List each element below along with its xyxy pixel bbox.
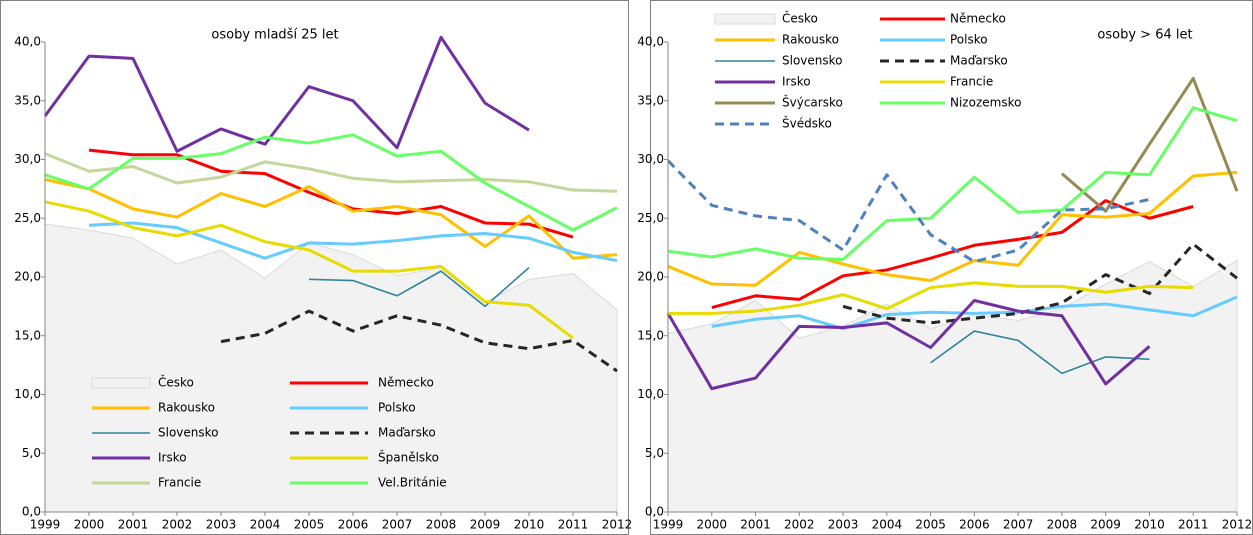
- line: [88, 148, 574, 239]
- legend-label: Polsko: [378, 401, 416, 415]
- y-tick-label: 30,0: [14, 152, 41, 166]
- line: [43, 35, 530, 153]
- x-tick-label: 2011: [558, 518, 589, 532]
- x-tick-label: 2005: [294, 518, 325, 532]
- chart-title: osoby mladší 25 let: [211, 28, 338, 43]
- y-tick-label: 10,0: [637, 387, 664, 401]
- legend-label: Maďarsko: [378, 426, 436, 440]
- area: [44, 223, 618, 513]
- legend-label: Slovensko: [158, 426, 219, 440]
- legend-label: Španělsko: [378, 450, 439, 465]
- x-tick-label: 2000: [74, 518, 105, 532]
- line: [88, 221, 618, 263]
- line: [44, 200, 574, 340]
- legend-label: Rakousko: [158, 401, 215, 415]
- x-tick-label: 2008: [426, 518, 457, 532]
- x-tick-label: 2003: [206, 518, 237, 532]
- x-tick-label: 2009: [1090, 518, 1121, 532]
- legend-label: Nizozemsko: [950, 96, 1021, 110]
- y-tick-label: 25,0: [14, 211, 41, 225]
- line: [44, 178, 618, 260]
- x-tick-label: 2006: [338, 518, 369, 532]
- legend-label: Švýcarsko: [782, 95, 843, 110]
- y-tick-label: 30,0: [637, 152, 664, 166]
- x-tick-label: 2007: [382, 518, 413, 532]
- chart-title: osoby > 64 let: [1097, 28, 1192, 43]
- legend-label: Polsko: [950, 33, 988, 47]
- x-tick-label: 2001: [118, 518, 149, 532]
- legend-swatch: [714, 13, 776, 25]
- y-tick-label: 15,0: [14, 328, 41, 342]
- y-tick-label: 5,0: [645, 446, 664, 460]
- x-tick-label: 2004: [872, 518, 903, 532]
- y-tick-label: 15,0: [637, 328, 664, 342]
- y-tick-label: 5,0: [22, 446, 41, 460]
- x-tick-label: 2012: [602, 518, 633, 532]
- y-tick-label: 0,0: [22, 505, 41, 519]
- line: [930, 330, 1150, 375]
- legend-label: Německo: [950, 12, 1006, 26]
- line: [667, 106, 1238, 261]
- legend-label: Francie: [158, 476, 201, 490]
- x-tick-label: 2009: [470, 518, 501, 532]
- line: [666, 159, 1150, 264]
- legend-label: Rakousko: [782, 33, 839, 47]
- legend-label: Vel.Británie: [378, 476, 447, 490]
- line: [711, 295, 1238, 331]
- legend-label: Irsko: [782, 75, 811, 89]
- legend-label: Slovensko: [782, 54, 843, 68]
- line: [667, 170, 1238, 287]
- line: [44, 152, 618, 193]
- x-tick-label: 2012: [1222, 518, 1253, 532]
- y-tick-label: 10,0: [14, 387, 41, 401]
- legend-label: Francie: [950, 75, 993, 89]
- area: [667, 259, 1238, 513]
- legend-label: Česko: [782, 11, 818, 26]
- legend-label: Irsko: [158, 451, 187, 465]
- x-tick-label: 2000: [696, 518, 727, 532]
- y-tick-label: 40,0: [637, 35, 664, 49]
- y-tick-label: 25,0: [637, 211, 664, 225]
- x-tick-label: 2010: [514, 518, 545, 532]
- line: [668, 281, 1194, 315]
- line: [1060, 76, 1239, 213]
- y-tick-label: 0,0: [645, 505, 664, 519]
- y-tick-label: 35,0: [14, 93, 41, 107]
- x-tick-label: 1999: [653, 518, 684, 532]
- line: [711, 199, 1194, 309]
- legend-label: Česko: [158, 375, 194, 390]
- x-tick-label: 2002: [162, 518, 193, 532]
- y-tick-label: 20,0: [14, 270, 41, 284]
- line: [308, 266, 530, 308]
- legend-label: Německo: [378, 376, 434, 390]
- x-tick-label: 2004: [250, 518, 281, 532]
- x-tick-label: 2001: [740, 518, 771, 532]
- legend-label: Maďarsko: [950, 54, 1008, 68]
- y-tick-label: 20,0: [637, 270, 664, 284]
- line: [44, 133, 618, 232]
- x-tick-label: 1999: [30, 518, 61, 532]
- line: [842, 242, 1238, 325]
- legend-swatch: [91, 377, 151, 389]
- x-tick-label: 2007: [1003, 518, 1034, 532]
- x-tick-label: 2003: [828, 518, 859, 532]
- x-tick-label: 2005: [915, 518, 946, 532]
- line: [220, 309, 618, 373]
- y-tick-label: 35,0: [637, 93, 664, 107]
- x-tick-label: 2010: [1134, 518, 1165, 532]
- x-tick-label: 2011: [1178, 518, 1209, 532]
- line: [666, 299, 1151, 391]
- x-tick-label: 2006: [959, 518, 990, 532]
- legend-label: Švédsko: [782, 116, 832, 131]
- y-tick-label: 40,0: [14, 35, 41, 49]
- x-tick-label: 2002: [784, 518, 815, 532]
- x-tick-label: 2008: [1047, 518, 1078, 532]
